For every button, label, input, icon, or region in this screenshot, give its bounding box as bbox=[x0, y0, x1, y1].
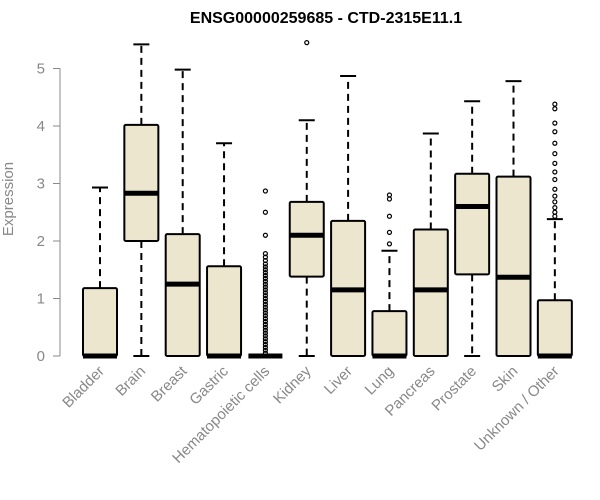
box-4 bbox=[248, 188, 283, 359]
outlier-point bbox=[262, 341, 268, 348]
outlier-point bbox=[262, 275, 268, 281]
iqr-box bbox=[454, 172, 491, 276]
outlier-point bbox=[262, 339, 268, 345]
outlier-point bbox=[262, 347, 268, 353]
outlier-point bbox=[262, 232, 268, 238]
box-11 bbox=[536, 101, 573, 359]
boxes-group bbox=[82, 40, 573, 359]
outlier-point bbox=[262, 321, 268, 327]
box-9 bbox=[454, 100, 491, 357]
y-tick-label-5: 5 bbox=[37, 61, 45, 78]
outlier-point bbox=[262, 284, 268, 290]
outlier-point bbox=[552, 209, 558, 215]
iqr-box bbox=[82, 287, 118, 357]
outlier-point bbox=[304, 40, 310, 46]
outlier-point bbox=[552, 213, 558, 219]
box-0 bbox=[82, 186, 118, 359]
outlier-point bbox=[262, 344, 268, 350]
x-category-label-6: Liver bbox=[321, 363, 356, 398]
outlier-point bbox=[262, 313, 268, 319]
outlier-point bbox=[262, 188, 268, 194]
outlier-point bbox=[386, 229, 393, 235]
outlier-point bbox=[552, 129, 558, 135]
outlier-point bbox=[386, 213, 393, 219]
x-category-label-9: Prostate bbox=[428, 363, 480, 415]
outlier-point bbox=[552, 160, 558, 166]
y-tick-label-1: 1 bbox=[37, 291, 45, 308]
outlier-point bbox=[552, 169, 558, 175]
outlier-point bbox=[262, 278, 268, 284]
outlier-point bbox=[552, 106, 558, 112]
y-tick-label-3: 3 bbox=[37, 176, 45, 193]
box-7 bbox=[371, 192, 408, 359]
outlier-point bbox=[262, 336, 268, 342]
outlier-point bbox=[262, 209, 268, 215]
outlier-point bbox=[386, 241, 393, 247]
outlier-point bbox=[552, 151, 558, 157]
outlier-point bbox=[262, 272, 268, 279]
box-8 bbox=[412, 132, 449, 357]
outlier-point bbox=[262, 316, 268, 322]
x-category-label-1: Brain bbox=[112, 363, 149, 400]
box-10 bbox=[495, 80, 532, 357]
outlier-point bbox=[262, 295, 268, 302]
outlier-point bbox=[552, 120, 558, 126]
outlier-point bbox=[262, 281, 268, 287]
x-category-label-2: Breast bbox=[148, 362, 191, 405]
iqr-box bbox=[288, 200, 325, 278]
y-tick-label-2: 2 bbox=[37, 233, 45, 250]
outlier-point bbox=[386, 196, 393, 202]
outlier-point bbox=[262, 287, 268, 293]
outlier-point bbox=[552, 101, 558, 107]
x-category-label-10: Skin bbox=[489, 363, 522, 396]
y-tick-label-0: 0 bbox=[37, 348, 45, 365]
x-category-label-7: Lung bbox=[362, 363, 398, 399]
iqr-box bbox=[536, 299, 573, 358]
iqr-box bbox=[206, 265, 243, 357]
outlier-point bbox=[552, 176, 558, 183]
outlier-point bbox=[552, 205, 558, 211]
outlier-point bbox=[262, 310, 268, 316]
box-2 bbox=[164, 68, 201, 358]
outlier-point bbox=[262, 293, 268, 299]
iqr-box bbox=[123, 123, 160, 242]
outlier-point bbox=[262, 304, 268, 310]
outlier-point bbox=[262, 324, 268, 330]
outlier-point bbox=[262, 298, 268, 304]
outlier-point bbox=[262, 261, 268, 267]
y-axis-label: Expression bbox=[0, 162, 17, 236]
chart-title: ENSG00000259685 - CTD-2315E11.1 bbox=[190, 10, 462, 27]
outlier-point bbox=[262, 318, 268, 325]
iqr-box bbox=[495, 175, 532, 357]
outlier-point bbox=[262, 270, 268, 276]
y-tick-label-4: 4 bbox=[37, 118, 45, 135]
outlier-point bbox=[262, 330, 268, 336]
x-category-label-5: Kidney bbox=[270, 362, 315, 407]
outlier-point bbox=[262, 301, 268, 307]
outlier-point bbox=[262, 333, 268, 339]
outlier-point bbox=[552, 199, 558, 205]
outlier-point bbox=[262, 290, 268, 296]
iqr-box bbox=[412, 228, 449, 357]
outlier-point bbox=[552, 140, 558, 146]
outlier-point bbox=[262, 327, 268, 333]
box-3 bbox=[206, 142, 243, 359]
y-axis: 0 1 2 3 4 5 bbox=[37, 61, 61, 365]
x-category-label-0: Bladder bbox=[59, 363, 108, 412]
outlier-point bbox=[552, 186, 558, 192]
outlier-point bbox=[262, 350, 268, 356]
box-5 bbox=[288, 40, 325, 357]
outlier-point bbox=[262, 264, 268, 270]
outlier-point bbox=[386, 192, 393, 198]
box-1 bbox=[123, 43, 160, 357]
outlier-point bbox=[262, 267, 268, 273]
iqr-box bbox=[164, 233, 201, 358]
outlier-point bbox=[552, 193, 558, 199]
box-6 bbox=[330, 74, 367, 357]
outlier-point bbox=[262, 307, 268, 313]
iqr-box bbox=[371, 310, 408, 357]
